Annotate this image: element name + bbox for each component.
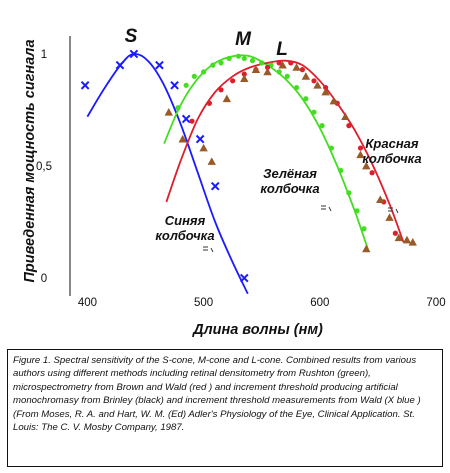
s-cone-point bbox=[155, 60, 164, 70]
spectral-sensitivity-chart: 0 0,5 1 400 500 600 700 Приведенная мощность си… bbox=[22, 26, 446, 338]
l-cone-point bbox=[276, 60, 282, 66]
brinley-point bbox=[376, 195, 385, 203]
y-tick-label: 0,5 bbox=[36, 161, 52, 173]
m-cone-point bbox=[346, 190, 352, 196]
figure-caption: Figure 1. Spectral sensitivity of the S-… bbox=[7, 349, 443, 467]
x-axis-title: Длина волны (нм) bbox=[191, 322, 323, 338]
curve-letter: L bbox=[276, 39, 288, 60]
brinley-point bbox=[329, 96, 338, 105]
l-cone-point bbox=[230, 78, 236, 84]
brinley-point bbox=[385, 213, 394, 221]
m-cone-point bbox=[249, 58, 256, 64]
l-cone-point bbox=[189, 118, 195, 124]
curve-letter: M bbox=[235, 29, 252, 50]
axes: 0 0,5 1 400 500 600 700 Приведенная мощность си… bbox=[22, 36, 446, 338]
scan-artifact-mark bbox=[388, 207, 399, 214]
s-cone-point bbox=[80, 81, 90, 90]
s-cone-point bbox=[170, 81, 179, 90]
m-cone-point bbox=[235, 53, 242, 59]
s-cone-label-line: колбочка bbox=[155, 228, 214, 243]
s-cone-point bbox=[239, 273, 249, 283]
brinley-point bbox=[207, 157, 216, 165]
x-tick-label: 600 bbox=[310, 297, 329, 309]
l-cone-point bbox=[241, 71, 247, 77]
brinley-point bbox=[301, 72, 311, 80]
m-cone-point bbox=[328, 145, 335, 151]
m-cone-point bbox=[284, 73, 290, 79]
y-tick-label: 1 bbox=[41, 49, 47, 61]
m-cone-point bbox=[191, 73, 197, 79]
m-cone-point bbox=[338, 167, 344, 174]
brinley-point bbox=[178, 134, 187, 143]
brinley-point bbox=[321, 87, 330, 96]
m-cone-point bbox=[354, 208, 360, 214]
m-cone-point bbox=[201, 69, 207, 75]
m-cone-point bbox=[319, 123, 325, 129]
brinley-point bbox=[222, 94, 232, 103]
m-cone-point bbox=[226, 55, 232, 62]
scan-artifact-mark bbox=[203, 246, 214, 253]
x-tick-label: 500 bbox=[194, 297, 213, 309]
s-cone-point bbox=[195, 134, 205, 144]
brinley-point bbox=[251, 65, 261, 73]
l-cone-point bbox=[206, 100, 213, 106]
l-cone-curve bbox=[165, 59, 405, 243]
m-cone-point bbox=[259, 60, 265, 66]
curve-letter: S bbox=[125, 26, 138, 47]
m-cone-point bbox=[361, 226, 367, 232]
s-cone-point bbox=[181, 114, 191, 124]
y-tick-label: 0 bbox=[41, 273, 47, 285]
brinley-point bbox=[356, 150, 365, 159]
l-cone-point bbox=[218, 87, 224, 93]
brinley-point bbox=[240, 74, 249, 82]
brinley-point bbox=[341, 112, 350, 121]
brinley-point bbox=[263, 67, 272, 76]
m-cone-point bbox=[241, 55, 247, 62]
l-cone-point bbox=[357, 145, 364, 151]
brinley-point bbox=[394, 233, 404, 242]
m-cone-point bbox=[218, 60, 224, 66]
y-axis-title: Приведенная мощность сигнала bbox=[22, 39, 38, 282]
brinley-point bbox=[402, 235, 412, 244]
l-cone-point bbox=[311, 78, 317, 84]
brinley-point bbox=[362, 161, 371, 170]
l-cone-label-line: Красная bbox=[365, 136, 418, 151]
brinley-point bbox=[199, 143, 208, 152]
l-cone-point bbox=[288, 60, 294, 66]
m-cone-label-line: колбочка bbox=[260, 181, 319, 196]
brinley-point bbox=[313, 81, 322, 89]
brinley-point bbox=[164, 108, 173, 116]
m-cone-point bbox=[183, 82, 189, 88]
m-cone-point bbox=[175, 105, 181, 111]
brinley-point bbox=[292, 63, 301, 71]
m-cone-point bbox=[293, 84, 300, 91]
l-cone-point bbox=[323, 84, 329, 91]
brinley-point bbox=[362, 244, 371, 253]
m-cone-point bbox=[311, 109, 317, 115]
m-cone-label-line: Зелёная bbox=[263, 166, 317, 181]
m-cone-point bbox=[303, 96, 309, 102]
series-layer bbox=[80, 49, 417, 295]
l-cone-label-line: колбочка bbox=[362, 151, 421, 166]
x-tick-label: 700 bbox=[426, 297, 445, 309]
x-tick-label: 400 bbox=[78, 297, 97, 309]
m-cone-point bbox=[210, 62, 216, 68]
s-cone-point bbox=[115, 60, 125, 70]
m-cone-point bbox=[276, 69, 282, 75]
s-cone-label-line: Синяя bbox=[165, 213, 206, 228]
s-cone-point bbox=[210, 181, 220, 191]
l-cone-point bbox=[346, 123, 352, 129]
scan-artifact-mark bbox=[321, 205, 332, 212]
s-cone-point bbox=[129, 49, 139, 59]
l-cone-point bbox=[264, 64, 271, 70]
labels-layer: S M LСиняяколбочкаЗелёнаяколбочкаКраснаяко… bbox=[125, 26, 422, 253]
brinley-point bbox=[408, 238, 417, 246]
s-cone-curve bbox=[86, 52, 249, 295]
l-cone-point bbox=[392, 230, 398, 236]
brinley-point bbox=[278, 60, 287, 69]
l-cone-point bbox=[299, 67, 305, 73]
l-cone-point bbox=[369, 170, 375, 176]
